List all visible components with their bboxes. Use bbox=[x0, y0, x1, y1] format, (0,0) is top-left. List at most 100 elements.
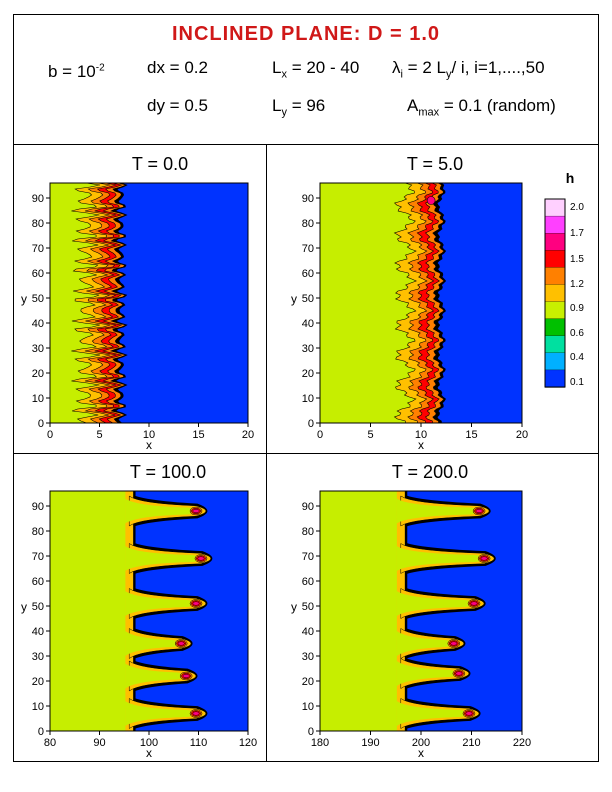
finger bbox=[125, 663, 188, 689]
param-lx: Lx = 20 - 40 bbox=[272, 58, 360, 81]
legend-label: 0.9 bbox=[570, 303, 584, 314]
finger-tip bbox=[192, 711, 200, 716]
y-tick-label: 30 bbox=[302, 343, 314, 355]
y-tick-label: 60 bbox=[302, 576, 314, 588]
plot-title: T = 5.0 bbox=[407, 154, 463, 174]
y-tick-label: 0 bbox=[38, 726, 44, 738]
x-tick-label: 10 bbox=[143, 429, 155, 441]
y-tick-label: 70 bbox=[302, 551, 314, 563]
y-tick-label: 70 bbox=[32, 243, 44, 255]
plot-title: T = 100.0 bbox=[130, 462, 206, 482]
x-tick-label: 90 bbox=[93, 737, 105, 749]
legend-swatch bbox=[544, 369, 566, 388]
x-tick-label: 120 bbox=[239, 737, 257, 749]
legend-swatch bbox=[544, 233, 566, 251]
plot-3 bbox=[316, 490, 523, 735]
y-tick-label: 10 bbox=[32, 393, 44, 405]
y-tick-label: 80 bbox=[302, 218, 314, 230]
x-tick-label: 15 bbox=[465, 429, 477, 441]
figure-frame bbox=[13, 14, 599, 762]
x-tick-label: 110 bbox=[190, 737, 208, 749]
front-band bbox=[319, 182, 418, 424]
finger-tip bbox=[475, 508, 483, 514]
plot-title: T = 0.0 bbox=[132, 154, 188, 174]
y-tick-label: 20 bbox=[32, 676, 44, 688]
y-tick-label: 0 bbox=[308, 726, 314, 738]
y-tick-label: 30 bbox=[32, 651, 44, 663]
legend-frame bbox=[544, 198, 566, 388]
y-tick-label: 10 bbox=[302, 393, 314, 405]
x-tick-label: 5 bbox=[96, 429, 102, 441]
legend-swatch bbox=[544, 284, 566, 303]
y-tick-label: 60 bbox=[32, 576, 44, 588]
y-axis-label: y bbox=[291, 292, 297, 306]
finger-tip bbox=[480, 556, 488, 561]
x-axis-label: x bbox=[146, 438, 152, 452]
finger bbox=[125, 591, 198, 616]
plot-1 bbox=[316, 182, 523, 427]
y-tick-label: 60 bbox=[32, 268, 44, 280]
x-tick-label: 5 bbox=[367, 429, 373, 441]
x-tick-label: 100 bbox=[140, 737, 158, 749]
legend-label: 0.6 bbox=[570, 328, 584, 339]
front-band bbox=[49, 182, 101, 424]
x-tick-label: 20 bbox=[242, 429, 254, 441]
param-ly: Ly = 96 bbox=[272, 96, 326, 119]
y-tick-label: 20 bbox=[32, 368, 44, 380]
y-tick-label: 90 bbox=[32, 501, 44, 513]
legend-swatch bbox=[544, 335, 566, 354]
x-tick-label: 190 bbox=[361, 737, 379, 749]
y-tick-label: 90 bbox=[302, 501, 314, 513]
plot-2 bbox=[46, 490, 249, 735]
legend-swatch bbox=[544, 301, 566, 320]
column-divider bbox=[266, 144, 267, 762]
legend-label: 1.7 bbox=[570, 228, 584, 239]
y-tick-label: 40 bbox=[32, 626, 44, 638]
finger bbox=[125, 498, 198, 524]
param-amax: Amax = 0.1 (random) bbox=[407, 96, 556, 119]
y-tick-label: 80 bbox=[32, 218, 44, 230]
finger-tip bbox=[455, 671, 463, 676]
y-tick-label: 10 bbox=[302, 701, 314, 713]
y-tick-label: 60 bbox=[302, 268, 314, 280]
legend-label: 1.2 bbox=[570, 279, 584, 290]
y-tick-label: 50 bbox=[302, 601, 314, 613]
y-tick-label: 80 bbox=[302, 526, 314, 538]
finger-tip bbox=[465, 711, 473, 716]
legend-swatch bbox=[544, 352, 566, 371]
y-tick-label: 80 bbox=[32, 526, 44, 538]
plot-title: T = 200.0 bbox=[392, 462, 468, 482]
x-axis-label: x bbox=[418, 746, 424, 760]
finger bbox=[396, 546, 486, 571]
x-tick-label: 0 bbox=[47, 429, 53, 441]
header-divider bbox=[13, 144, 599, 145]
finger-tip bbox=[197, 556, 205, 561]
y-tick-label: 10 bbox=[32, 701, 44, 713]
legend-title: h bbox=[566, 170, 575, 186]
y-tick-label: 70 bbox=[302, 243, 314, 255]
y-tick-label: 90 bbox=[302, 193, 314, 205]
legend-label: 1.5 bbox=[570, 254, 584, 265]
peak-marker bbox=[426, 196, 436, 205]
x-tick-label: 200 bbox=[412, 737, 430, 749]
x-axis-label: x bbox=[418, 438, 424, 452]
y-axis-label: y bbox=[21, 292, 27, 306]
y-tick-label: 90 bbox=[32, 193, 44, 205]
y-tick-label: 50 bbox=[32, 601, 44, 613]
legend-swatch bbox=[544, 267, 566, 286]
y-tick-label: 0 bbox=[308, 418, 314, 430]
finger-tip bbox=[192, 508, 200, 514]
legend-label: 2.0 bbox=[570, 202, 584, 213]
legend-swatch bbox=[544, 250, 566, 269]
y-tick-label: 20 bbox=[302, 368, 314, 380]
finger bbox=[396, 631, 456, 656]
y-tick-label: 30 bbox=[302, 651, 314, 663]
figure-title: INCLINED PLANE: D = 1.0 bbox=[171, 23, 441, 45]
y-axis-label: y bbox=[21, 600, 27, 614]
param-b: b = 10-2 bbox=[48, 62, 105, 81]
row-divider bbox=[13, 453, 599, 454]
x-tick-label: 180 bbox=[311, 737, 329, 749]
y-axis-label: y bbox=[291, 600, 297, 614]
finger-tip bbox=[470, 601, 478, 606]
